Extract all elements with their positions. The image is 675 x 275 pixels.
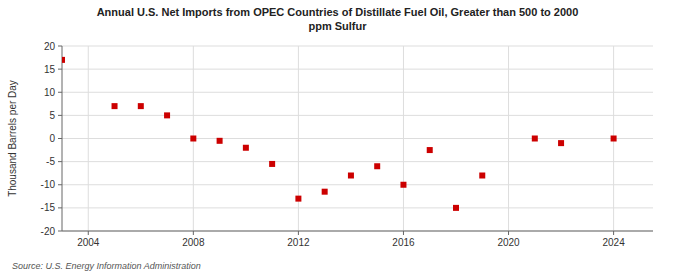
point — [62, 57, 65, 63]
y-tick — [58, 69, 62, 70]
grid-line-x — [508, 46, 509, 231]
y-axis-label: Thousand Barrels per Day — [7, 80, 18, 197]
y-tick-label: 15 — [44, 64, 56, 75]
point — [532, 136, 538, 142]
x-tick-label: 2012 — [287, 237, 310, 248]
title-line: ppm Sulfur — [308, 20, 367, 32]
y-tick-label: 20 — [44, 41, 56, 52]
grid-line-y — [62, 231, 653, 232]
source-note: Source: U.S. Energy Information Administ… — [12, 261, 201, 271]
y-tick — [58, 92, 62, 93]
x-tick — [193, 231, 194, 235]
point — [269, 161, 275, 167]
point — [112, 103, 118, 109]
y-tick — [58, 184, 62, 185]
point — [164, 112, 170, 118]
point — [322, 189, 328, 195]
x-tick-label: 2024 — [602, 237, 625, 248]
axes: 2004 2008 2012 2016 2020 2024 -20 -15 -10 -5 0 5 10 1… — [41, 41, 653, 249]
point — [427, 147, 433, 153]
x-tick — [613, 231, 614, 235]
point — [611, 136, 617, 142]
point — [374, 163, 380, 169]
grid-line-y — [62, 92, 653, 93]
point — [138, 103, 144, 109]
point — [217, 138, 223, 144]
points — [62, 57, 617, 211]
x-tick — [298, 231, 299, 235]
point — [243, 145, 249, 151]
x-tick-label: 2004 — [77, 237, 100, 248]
x-tick-label: 2020 — [497, 237, 520, 248]
title-line: Annual U.S. Net Imports from OPEC Countr… — [97, 6, 579, 18]
grid-line-x — [88, 46, 89, 231]
grid-line-y — [62, 184, 653, 185]
point — [295, 196, 301, 202]
point — [190, 136, 196, 142]
grid-line-y — [62, 46, 653, 47]
grid-line-y — [62, 207, 653, 208]
y-tick — [58, 207, 62, 208]
point — [400, 182, 406, 188]
y-tick — [58, 46, 62, 47]
grid-line-x — [298, 46, 299, 231]
y-tick-label: -5 — [46, 156, 55, 167]
point — [453, 205, 459, 211]
y-tick-label: 0 — [49, 133, 55, 144]
chart: 2004 2008 2012 2016 2020 2024 -20 -15 -10 -5 0 5 10 1… — [0, 0, 675, 275]
y-tick — [58, 231, 62, 232]
y-tick-label: 5 — [49, 110, 55, 121]
y-tick-label: 10 — [44, 87, 56, 98]
grid-line-y — [62, 69, 653, 70]
x-axis-line — [62, 231, 653, 232]
title: Annual U.S. Net Imports from OPEC Countr… — [97, 6, 579, 32]
point — [348, 173, 354, 179]
x-tick-label: 2016 — [392, 237, 415, 248]
point — [479, 173, 485, 179]
y-tick-label: -15 — [41, 202, 56, 213]
grid-line-y — [62, 115, 653, 116]
point — [558, 140, 564, 146]
grid — [62, 46, 653, 231]
y-tick-label: -20 — [41, 226, 56, 237]
x-tick-label: 2008 — [182, 237, 205, 248]
y-tick — [58, 161, 62, 162]
x-tick — [88, 231, 89, 235]
x-tick — [508, 231, 509, 235]
grid-line-y — [62, 161, 653, 162]
y-tick-label: -10 — [41, 179, 56, 190]
y-tick — [58, 138, 62, 139]
x-tick — [403, 231, 404, 235]
grid-line-y — [62, 138, 653, 139]
y-tick — [58, 115, 62, 116]
grid-line-x — [403, 46, 404, 231]
